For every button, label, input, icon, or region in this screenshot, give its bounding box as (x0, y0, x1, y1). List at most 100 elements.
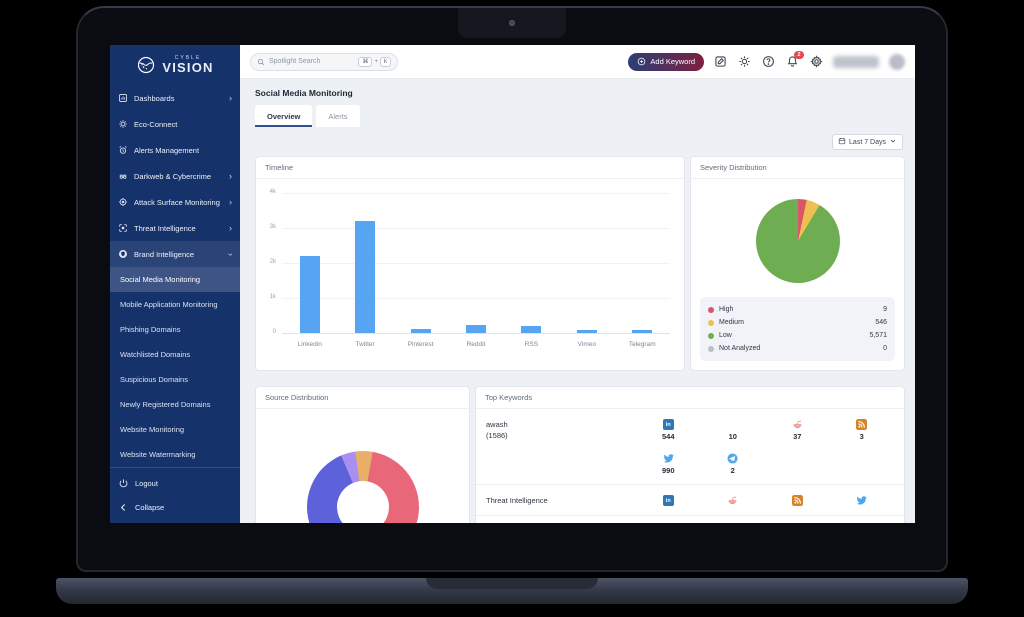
brand-name-large: VISION (162, 59, 214, 75)
search-input[interactable]: Spotlight Search ⌘ + k (250, 52, 398, 71)
laptop-base (56, 578, 968, 604)
whats-new-button[interactable] (714, 55, 727, 68)
keyword-stat: 37 (792, 419, 803, 441)
app-window: CYBLE VISION Dashboards › Eco-Connect Al… (110, 45, 915, 523)
severity-panel: Severity Distribution High 9 Medium 546 … (690, 156, 905, 371)
tab-alerts[interactable]: Alerts (316, 105, 360, 127)
x-tick-label: Linkedin (297, 341, 322, 348)
keyword-stat: 2 (727, 453, 738, 475)
bell-button[interactable]: 2 (786, 51, 804, 68)
keywords-table: awash (1586) in 544 990 10 2 37 (476, 409, 904, 517)
x-tick-label: Twitter (355, 341, 375, 348)
timeline-bar-pinterest[interactable] (410, 329, 431, 333)
sidebar-item-brand-intelligence[interactable]: Brand Intelligence › (110, 241, 240, 267)
gridline (282, 193, 670, 194)
sidebar-item-eco-connect[interactable]: Eco-Connect (110, 111, 240, 137)
sidebar-nav: Dashboards › Eco-Connect Alerts Manageme… (110, 85, 240, 267)
keyword-label: awash (1586) (486, 420, 508, 441)
sidebar-item-darkweb-cybercrime[interactable]: Darkweb & Cybercrime › (110, 163, 240, 189)
x-tick-label: Vimeo (577, 341, 596, 348)
x-tick-label: Telegram (628, 341, 656, 348)
sidebar-subitem-website-monitoring[interactable]: Website Monitoring (120, 425, 185, 434)
notification-badge: 2 (794, 51, 804, 59)
keyword-stat (791, 495, 803, 506)
sidebar-item-alerts-management[interactable]: Alerts Management (110, 137, 240, 163)
y-tick-label: 0 (272, 329, 276, 335)
timeline-bar-twitter[interactable] (355, 221, 376, 333)
main-area: Spotlight Search ⌘ + k Add Keyword (240, 45, 915, 523)
y-tick-label: 4k (269, 189, 276, 195)
source-panel: Source Distribution (255, 386, 470, 523)
keyword-row-awash[interactable]: awash (1586) in 544 990 10 2 37 (476, 409, 904, 485)
timeline-bar-linkedin[interactable] (299, 256, 320, 333)
laptop-lid-scoop (426, 578, 598, 589)
sidebar-subitem-phishing-domains[interactable]: Phishing Domains (120, 325, 181, 334)
theme-button[interactable] (738, 55, 751, 68)
laptop-camera-icon (509, 20, 515, 26)
twitter-icon (663, 453, 674, 464)
whats-new-icon (714, 55, 727, 68)
chevron-right-icon: › (229, 170, 232, 181)
none (727, 419, 738, 430)
keywords-panel: Top Keywords awash (1586) in 544 990 10 2 (475, 386, 905, 523)
keywords-panel-title: Top Keywords (476, 387, 904, 409)
chevron-right-icon: › (229, 196, 232, 207)
topbar: Spotlight Search ⌘ + k Add Keyword (240, 45, 915, 79)
timeline-bar-vimeo[interactable] (576, 330, 597, 333)
sidebar-subitem-suspicious-domains[interactable]: Suspicious Domains (120, 375, 188, 384)
sidebar-subitem-newly-registered-domains[interactable]: Newly Registered Domains (120, 400, 211, 409)
org-name-blurred (833, 55, 879, 68)
timeline-bar-reddit[interactable] (465, 325, 486, 333)
sidebar-subitem-watchlisted-domains[interactable]: Watchlisted Domains (120, 350, 191, 359)
timeline-bar-telegram[interactable] (632, 330, 653, 333)
tab-overview[interactable]: Overview (255, 105, 313, 127)
page-title: Social Media Monitoring (255, 88, 353, 98)
linkedin-icon: in (662, 495, 674, 506)
source-donut-chart (306, 451, 419, 523)
threat-intel-icon (118, 223, 128, 233)
alerts-icon (118, 145, 128, 155)
sidebar-collapse-button[interactable]: Collapse (110, 495, 240, 519)
bell-icon: 2 (786, 51, 804, 68)
severity-panel-title: Severity Distribution (691, 157, 904, 179)
legend-row-high: High 9 (708, 303, 887, 316)
sidebar-subitem-website-watermarking[interactable]: Website Watermarking (120, 450, 196, 459)
laptop-screen-bezel: CYBLE VISION Dashboards › Eco-Connect Al… (76, 6, 948, 572)
sidebar-subitem-mobile-application-monitoring[interactable]: Mobile Application Monitoring (120, 300, 218, 309)
search-placeholder: Spotlight Search (269, 58, 321, 65)
help-button[interactable] (762, 55, 775, 68)
y-tick-label: 1k (269, 294, 276, 300)
brand-name-small: CYBLE (174, 54, 202, 61)
sidebar-logout-button[interactable]: Logout (110, 471, 240, 495)
darkweb-icon (118, 171, 128, 181)
gear-button[interactable] (810, 55, 823, 68)
sidebar-item-dashboards[interactable]: Dashboards › (110, 85, 240, 111)
help-icon (762, 55, 775, 68)
cyble-globe-icon (138, 56, 155, 74)
chevron-right-icon: › (229, 92, 232, 103)
dashboard-icon (118, 93, 128, 103)
linkedin-icon: in (662, 419, 674, 430)
keyword-stat (856, 495, 868, 506)
source-panel-title: Source Distribution (256, 387, 469, 409)
timeline-bar-rss[interactable] (521, 326, 542, 333)
gridline (282, 298, 670, 299)
x-tick-label: RSS (524, 341, 539, 348)
sidebar-subitem-social-media-monitoring[interactable]: Social Media Monitoring (110, 267, 240, 292)
rss-icon (791, 495, 803, 506)
telegram-icon (727, 453, 738, 464)
date-range-select[interactable]: Last 7 Days (832, 134, 903, 150)
y-tick-label: 2k (269, 259, 276, 265)
keyword-row-threat-intelligence[interactable]: Threat Intelligence in (476, 485, 904, 517)
x-tick-label: Pinterest (407, 341, 434, 348)
sidebar-item-attack-surface-monitoring[interactable]: Attack Surface Monitoring › (110, 189, 240, 215)
add-keyword-button[interactable]: Add Keyword (628, 52, 704, 71)
brand-logo[interactable]: CYBLE VISION (110, 45, 240, 79)
chevron-down-icon (889, 137, 897, 147)
sidebar-item-threat-intelligence[interactable]: Threat Intelligence › (110, 215, 240, 241)
chevron-down-icon: › (226, 252, 236, 256)
gridline (282, 228, 670, 229)
avatar[interactable] (889, 53, 905, 70)
gridline (282, 333, 670, 334)
